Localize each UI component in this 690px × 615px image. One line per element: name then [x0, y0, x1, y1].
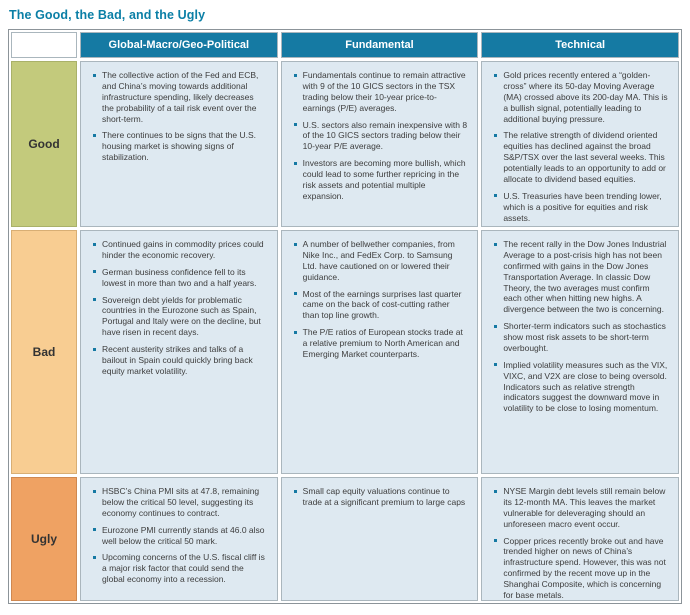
bullet-item: Continued gains in commodity prices coul… [93, 239, 268, 261]
col-header-technical: Technical [481, 32, 679, 58]
bullet-item: Shorter-term indicators such as stochast… [494, 321, 669, 354]
bullet-list: The collective action of the Fed and ECB… [81, 62, 277, 175]
bullet-list: The recent rally in the Dow Jones Indust… [482, 231, 678, 426]
bullet-item: The relative strength of dividend orient… [494, 130, 669, 184]
bullet-item: Sovereign debt yields for problematic co… [93, 295, 268, 339]
row-label-ugly: Ugly [11, 477, 77, 601]
bullet-list: Small cap equity valuations continue to … [282, 478, 478, 520]
bullet-item: U.S. Treasuries have been trending lower… [494, 191, 669, 224]
summary-table: Global-Macro/Geo-Political Fundamental T… [8, 29, 682, 604]
bullet-item: Copper prices recently broke out and hav… [494, 536, 669, 601]
col-header-fundamental: Fundamental [280, 32, 479, 58]
bullet-item: Eurozone PMI currently stands at 46.0 al… [93, 525, 268, 547]
cell-ugly-technical: NYSE Margin debt levels still remain bel… [481, 477, 679, 601]
col-header-global-macro: Global-Macro/Geo-Political [80, 32, 278, 58]
bullet-item: The P/E ratios of European stocks trade … [293, 327, 469, 360]
bullet-item: Recent austerity strikes and talks of a … [93, 344, 268, 377]
bullet-item: There continues to be signs that the U.S… [93, 130, 268, 163]
cell-good-global-macro: The collective action of the Fed and ECB… [80, 61, 278, 227]
cell-ugly-fundamental: Small cap equity valuations continue to … [280, 477, 479, 601]
bullet-item: Fundamentals continue to remain attracti… [293, 70, 469, 114]
row-label-bad: Bad [11, 230, 77, 474]
bullet-item: Investors are becoming more bullish, whi… [293, 158, 469, 202]
bullet-list: Continued gains in commodity prices coul… [81, 231, 277, 389]
bullet-item: Most of the earnings surprises last quar… [293, 289, 469, 322]
bullet-list: Fundamentals continue to remain attracti… [282, 62, 478, 214]
bullet-item: A number of bellwether companies, from N… [293, 239, 469, 283]
cell-good-technical: Gold prices recently entered a “golden-c… [481, 61, 679, 227]
bullet-item: NYSE Margin debt levels still remain bel… [494, 486, 669, 530]
cell-bad-fundamental: A number of bellwether companies, from N… [280, 230, 479, 474]
bullet-item: Upcoming concerns of the U.S. fiscal cli… [93, 552, 268, 585]
bullet-list: A number of bellwether companies, from N… [282, 231, 478, 372]
bullet-list: Gold prices recently entered a “golden-c… [482, 62, 678, 226]
cell-good-fundamental: Fundamentals continue to remain attracti… [280, 61, 479, 227]
bullet-item: Gold prices recently entered a “golden-c… [494, 70, 669, 124]
bullet-list: NYSE Margin debt levels still remain bel… [482, 478, 678, 601]
bullet-item: HSBC’s China PMI sits at 47.8, remaining… [93, 486, 268, 519]
bullet-item: The recent rally in the Dow Jones Indust… [494, 239, 669, 315]
cell-ugly-global-macro: HSBC’s China PMI sits at 47.8, remaining… [80, 477, 278, 601]
bullet-item: Implied volatility measures such as the … [494, 360, 669, 414]
cell-bad-global-macro: Continued gains in commodity prices coul… [80, 230, 278, 474]
bullet-item: U.S. sectors also remain inexpensive wit… [293, 120, 469, 153]
bullet-item: German business confidence fell to its l… [93, 267, 268, 289]
row-label-good: Good [11, 61, 77, 227]
cell-bad-technical: The recent rally in the Dow Jones Indust… [481, 230, 679, 474]
page-title: The Good, the Bad, and the Ugly [9, 8, 206, 22]
corner-cell [11, 32, 77, 58]
bullet-item: Small cap equity valuations continue to … [293, 486, 469, 508]
bullet-item: The collective action of the Fed and ECB… [93, 70, 268, 124]
bullet-list: HSBC’s China PMI sits at 47.8, remaining… [81, 478, 277, 597]
